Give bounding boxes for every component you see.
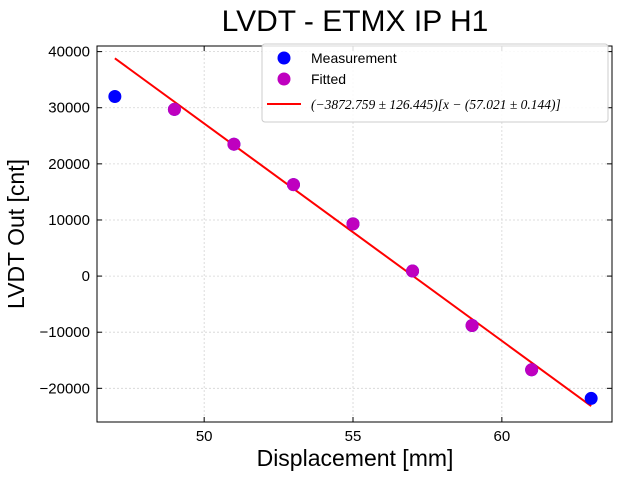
fit-line	[114, 57, 592, 407]
fitted-point	[525, 363, 539, 377]
measurement-point	[584, 391, 598, 405]
measurement-point	[108, 90, 122, 104]
fitted-point	[167, 102, 181, 116]
fitted-point	[227, 137, 241, 151]
y-axis-label: LVDT Out [cnt]	[3, 159, 29, 309]
fitted-point	[346, 217, 360, 231]
y-tick-label: 10000	[48, 212, 90, 229]
x-tick-label: 60	[494, 428, 511, 445]
legend-marker-measurement	[277, 51, 291, 65]
y-tick-label: 0	[82, 268, 90, 285]
series-layer	[108, 57, 598, 407]
fitted-point	[406, 264, 420, 278]
ticks: 50 55 60 −20000 −10000 0 10000 20000 30000 40000	[40, 44, 612, 445]
x-tick-label: 55	[345, 428, 362, 445]
legend-label-fit: (−3872.759 ± 126.445)[x − (57.021 ± 0.14…	[311, 97, 561, 112]
legend-label-measurement: Measurement	[311, 50, 397, 66]
x-axis-label: Displacement [mm]	[257, 445, 454, 471]
y-tick-label: 20000	[48, 156, 90, 173]
y-tick-label: 30000	[48, 100, 90, 117]
legend-marker-fitted	[277, 72, 291, 86]
legend-box	[261, 43, 609, 123]
legend-label-fitted: Fitted	[311, 71, 346, 87]
x-tick-label: 50	[196, 428, 213, 445]
legend: Measurement Fitted (−3872.759 ± 126.445)…	[261, 43, 609, 123]
y-tick-label: −20000	[40, 380, 90, 397]
fitted-point	[286, 178, 300, 192]
y-tick-label: −10000	[40, 324, 90, 341]
fitted-point	[465, 318, 479, 332]
y-tick-label: 40000	[48, 44, 90, 61]
chart-title: LVDT - ETMX IP H1	[222, 5, 489, 38]
